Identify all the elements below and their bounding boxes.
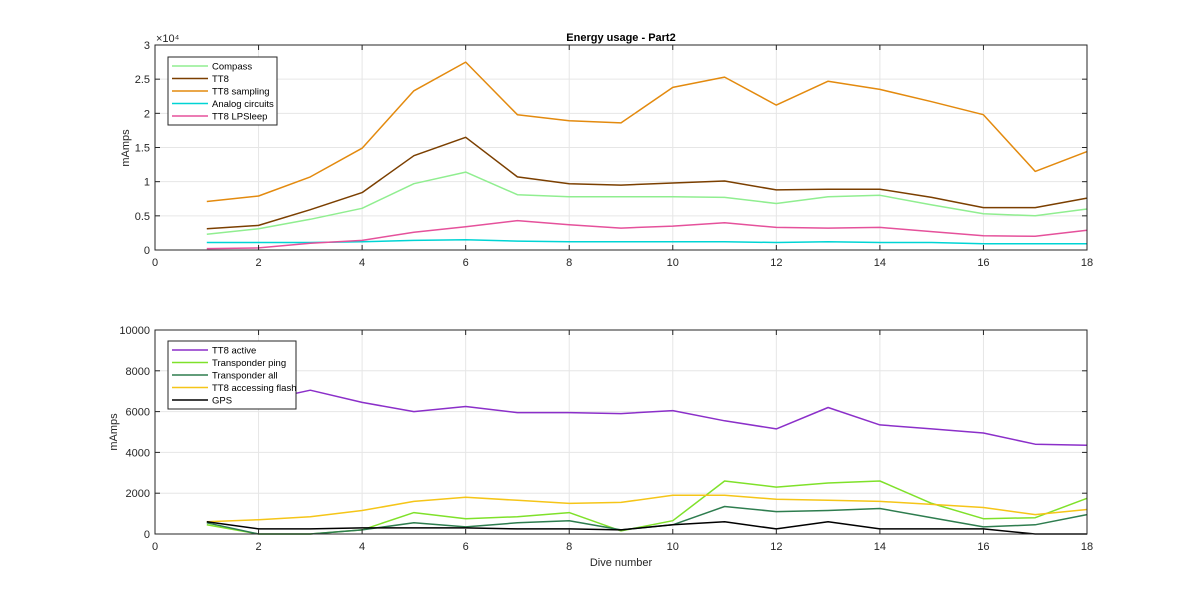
x-tick-label: 6 <box>463 257 469 269</box>
y-axis-label-top: mAmps <box>120 129 132 167</box>
y-tick-label: 1.5 <box>135 143 150 155</box>
legend-label: Transponder all <box>212 371 278 382</box>
x-tick-label: 16 <box>977 541 989 553</box>
series-line-tt8-lpsleep <box>206 219 1088 250</box>
y-tick-label: 8000 <box>126 366 150 378</box>
y-exponent-label: ×10⁴ <box>156 33 180 45</box>
x-tick-label: 0 <box>152 257 158 269</box>
x-tick-label: 0 <box>152 541 158 553</box>
series-line-gps <box>206 521 1087 535</box>
legend-label: TT8 <box>212 74 229 85</box>
x-tick-label: 4 <box>359 541 365 553</box>
legend-label: TT8 LPSleep <box>212 112 267 123</box>
y-tick-label: 10000 <box>119 325 150 337</box>
series-line-tt8 <box>206 136 1088 230</box>
legend-label: Compass <box>212 62 252 73</box>
x-tick-label: 16 <box>977 257 989 269</box>
x-tick-label: 18 <box>1081 541 1093 553</box>
x-tick-label: 4 <box>359 257 365 269</box>
y-tick-label: 6000 <box>126 407 150 419</box>
legend-label: TT8 sampling <box>212 87 270 98</box>
y-tick-label: 4000 <box>126 447 150 459</box>
x-tick-label: 2 <box>255 541 261 553</box>
y-tick-label: 0 <box>144 245 150 257</box>
legend-label: GPS <box>212 396 232 407</box>
series-line-tt8-active <box>206 389 1088 447</box>
legend-label: TT8 active <box>212 346 256 357</box>
x-tick-label: 10 <box>667 541 679 553</box>
x-tick-label: 18 <box>1081 257 1093 269</box>
legend-label: Analog circuits <box>212 99 274 110</box>
chart-title: Energy usage - Part2 <box>566 32 675 44</box>
y-tick-label: 0 <box>144 529 150 541</box>
x-tick-label: 8 <box>566 257 572 269</box>
bottom-energy-chart: mAmps Dive number 0 2 4 6 8 10 12 14 16 18 0 2000 40… <box>108 325 1093 569</box>
series-line-tt8-sampling <box>206 61 1088 203</box>
x-tick-label: 12 <box>770 541 782 553</box>
y-tick-label: 2.5 <box>135 74 150 86</box>
x-tick-label: 2 <box>255 257 261 269</box>
y-axis-label-bottom: mAmps <box>108 413 120 451</box>
y-tick-label: 1 <box>144 177 150 189</box>
x-tick-label: 12 <box>770 257 782 269</box>
x-axis-label: Dive number <box>590 557 653 569</box>
x-tick-label: 14 <box>874 541 886 553</box>
x-tick-label: 8 <box>566 541 572 553</box>
legend-label: Transponder ping <box>212 358 286 369</box>
plot-area-border <box>154 329 1088 535</box>
series-line-compass <box>206 171 1088 236</box>
y-tick-label: 0.5 <box>135 211 150 223</box>
series-line-tt8-accessing-flash <box>206 494 1088 523</box>
top-energy-chart: Energy usage - Part2 ×10⁴ mAmps 0 2 4 6 8 10 1… <box>120 32 1093 269</box>
x-tick-label: 10 <box>667 257 679 269</box>
x-tick-label: 6 <box>463 541 469 553</box>
y-tick-label: 3 <box>144 40 150 52</box>
series-line-analog-circuits <box>206 239 1087 245</box>
series-line-transponder-ping <box>206 480 1088 535</box>
y-tick-label: 2 <box>144 108 150 120</box>
x-tick-label: 14 <box>874 257 886 269</box>
legend-label: TT8 accessing flash <box>212 383 296 394</box>
y-tick-label: 2000 <box>126 488 150 500</box>
